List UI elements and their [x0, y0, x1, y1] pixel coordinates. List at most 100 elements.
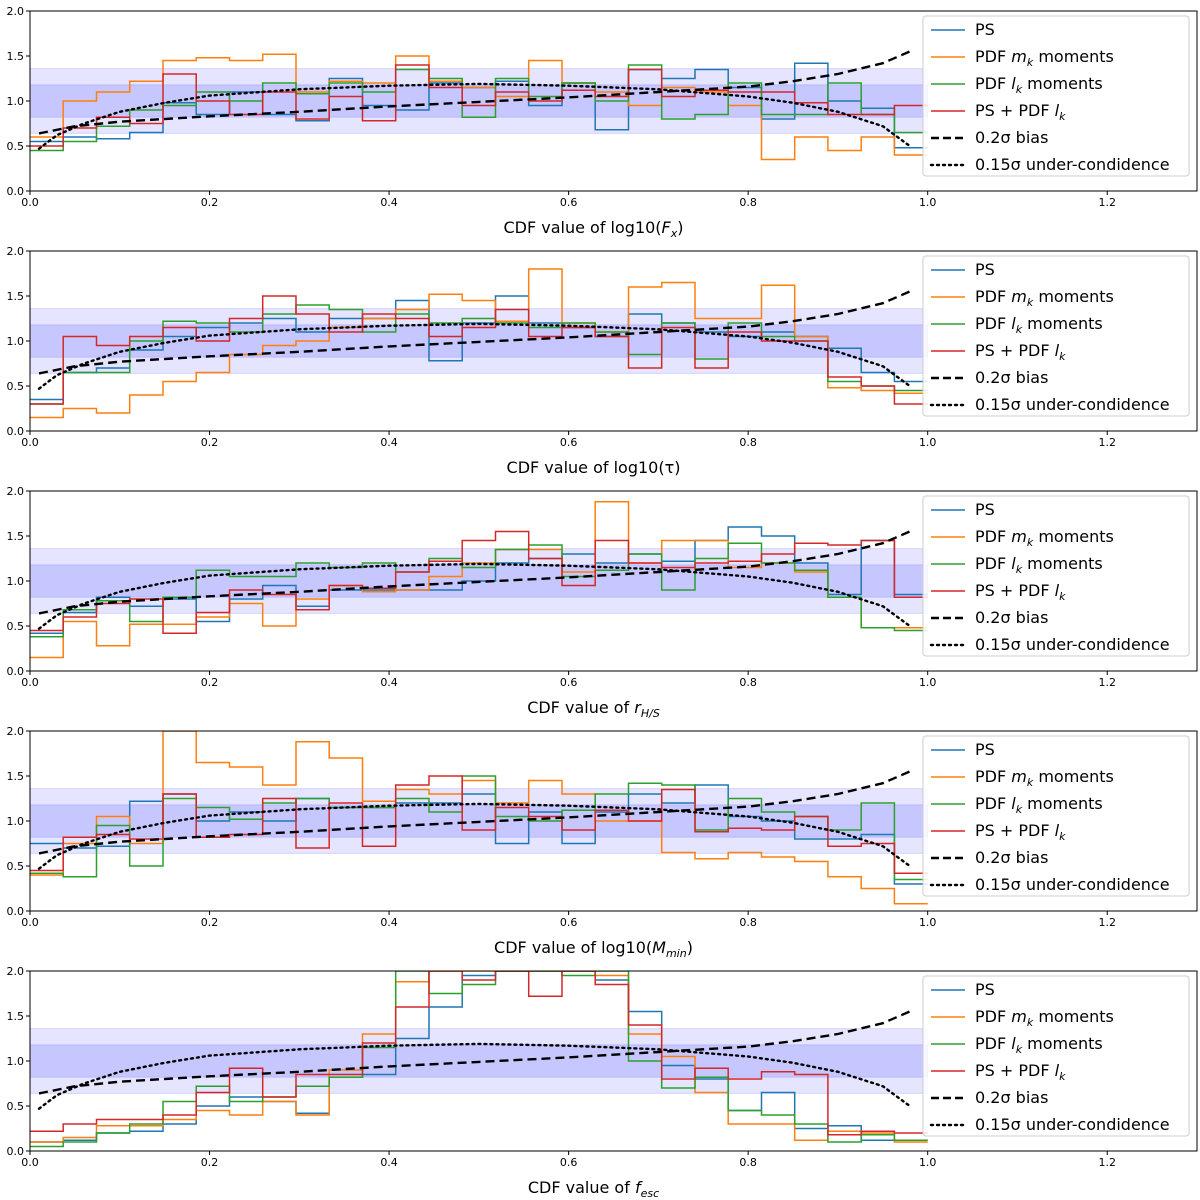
histogram-pdf-lk	[30, 971, 928, 1148]
histogram-ps-pdf-lk	[30, 971, 928, 1136]
x-tick-label: 0.8	[739, 196, 757, 209]
x-tick-label: 1.0	[919, 916, 937, 929]
y-tick-label: 0.5	[7, 860, 25, 873]
legend-label: PDF lk moments	[975, 554, 1103, 576]
x-tick-label: 0.8	[739, 676, 757, 689]
legend-label: PS	[975, 980, 995, 999]
legend-label: 0.2σ bias	[975, 128, 1048, 147]
plot-area	[30, 50, 928, 161]
panel-4: 0.0 0.2 0.4 0.6 0.8 1.0 1.2 0.0 0.5 1.0 1.5 2.0 CDF …	[7, 725, 1198, 960]
legend: PS PDF mk moments PDF lk moments PS + PDF l…	[922, 255, 1190, 417]
plot-area	[30, 268, 928, 419]
legend-label: PDF lk moments	[975, 794, 1103, 816]
legend-label: PS + PDF lk	[975, 1061, 1066, 1083]
x-tick-label: 0.2	[201, 1156, 219, 1169]
legend-box	[922, 495, 1190, 657]
legend-label: PDF mk moments	[975, 527, 1114, 549]
x-axis-label: CDF value of fesc	[528, 1178, 659, 1200]
y-tick-label: 0.0	[7, 185, 25, 198]
panel-2: 0.0 0.2 0.4 0.6 0.8 1.0 1.2 0.0 0.5 1.0 1.5 2.0 CDF …	[7, 245, 1198, 477]
x-tick-label: 0.4	[380, 676, 398, 689]
y-tick-label: 2.0	[7, 5, 25, 18]
histogram-ps-pdf-lk	[30, 530, 928, 634]
legend-label: PDF lk moments	[975, 74, 1103, 96]
x-tick-label: 0.4	[380, 916, 398, 929]
legend-box	[922, 15, 1190, 177]
y-tick-label: 1.5	[7, 1010, 25, 1023]
legend-label: PS	[975, 20, 995, 39]
y-tick-label: 1.5	[7, 50, 25, 63]
x-tick-label: 0.2	[201, 916, 219, 929]
legend-label: 0.2σ bias	[975, 368, 1048, 387]
legend-box	[922, 975, 1190, 1137]
x-tick-label: 1.2	[1098, 916, 1116, 929]
histogram-ps-pdf-lk	[30, 64, 928, 147]
histogram-ps-pdf-lk	[30, 295, 928, 405]
x-tick-label: 1.2	[1098, 436, 1116, 449]
legend-label: PDF mk moments	[975, 287, 1114, 309]
legend-label: 0.2σ bias	[975, 608, 1048, 627]
x-axis-label: CDF value of log10(τ)	[507, 458, 681, 477]
x-tick-label: 0.8	[739, 916, 757, 929]
legend-label: PDF lk moments	[975, 314, 1103, 336]
y-tick-label: 1.0	[7, 1055, 25, 1068]
y-tick-label: 0.5	[7, 620, 25, 633]
legend-label: PS	[975, 740, 995, 759]
y-tick-label: 0.0	[7, 1145, 25, 1158]
x-tick-label: 0.0	[21, 436, 39, 449]
legend: PS PDF mk moments PDF lk moments PS + PDF l…	[922, 495, 1190, 657]
x-tick-label: 0.6	[560, 436, 578, 449]
y-tick-label: 1.0	[7, 335, 25, 348]
plot-area	[30, 501, 928, 659]
legend-label: 0.2σ bias	[975, 848, 1048, 867]
y-tick-label: 0.0	[7, 425, 25, 438]
histogram-pdf-mk	[30, 971, 928, 1143]
y-tick-label: 0.5	[7, 140, 25, 153]
legend: PS PDF mk moments PDF lk moments PS + PDF l…	[922, 15, 1190, 177]
plot-area	[30, 971, 928, 1148]
y-tick-label: 2.0	[7, 485, 25, 498]
x-tick-label: 0.6	[560, 676, 578, 689]
y-tick-label: 1.5	[7, 770, 25, 783]
legend-label: PDF lk moments	[975, 1034, 1103, 1056]
legend-label: PDF mk moments	[975, 1007, 1114, 1029]
legend-label: 0.2σ bias	[975, 1088, 1048, 1107]
y-tick-label: 1.0	[7, 575, 25, 588]
legend-label: PDF mk moments	[975, 47, 1114, 69]
legend-label: PS + PDF lk	[975, 341, 1066, 363]
y-tick-label: 1.5	[7, 290, 25, 303]
panel-3: 0.0 0.2 0.4 0.6 0.8 1.0 1.2 0.0 0.5 1.0 1.5 2.0 CDF …	[7, 485, 1198, 720]
x-tick-label: 1.0	[919, 676, 937, 689]
x-tick-label: 1.2	[1098, 1156, 1116, 1169]
legend-label: PS + PDF lk	[975, 821, 1066, 843]
x-tick-label: 0.6	[560, 916, 578, 929]
legend-label: PS	[975, 260, 995, 279]
x-tick-label: 1.0	[919, 436, 937, 449]
panel-5: 0.0 0.2 0.4 0.6 0.8 1.0 1.2 0.0 0.5 1.0 1.5 2.0 CDF …	[7, 965, 1198, 1200]
x-tick-label: 0.8	[739, 436, 757, 449]
y-tick-label: 2.0	[7, 725, 25, 738]
plot-area	[30, 731, 928, 905]
x-tick-label: 0.0	[21, 676, 39, 689]
underconfidence-curve	[37, 1042, 911, 1110]
x-tick-label: 0.0	[21, 196, 39, 209]
x-tick-label: 1.0	[919, 1156, 937, 1169]
x-tick-label: 0.2	[201, 676, 219, 689]
x-tick-label: 0.2	[201, 436, 219, 449]
legend: PS PDF mk moments PDF lk moments PS + PDF l…	[922, 975, 1190, 1137]
legend-label: PS + PDF lk	[975, 101, 1066, 123]
x-axis-label: CDF value of log10(Fx)	[503, 218, 683, 240]
x-tick-label: 0.6	[560, 196, 578, 209]
y-tick-label: 2.0	[7, 965, 25, 978]
y-tick-label: 1.0	[7, 815, 25, 828]
x-tick-label: 0.2	[201, 196, 219, 209]
histogram-ps	[30, 971, 928, 1143]
x-tick-label: 1.2	[1098, 196, 1116, 209]
x-axis-label: CDF value of rH/S	[527, 698, 660, 720]
y-tick-label: 0.0	[7, 665, 25, 678]
histogram-pdf-mk	[30, 53, 928, 161]
histogram-ps-pdf-lk	[30, 775, 928, 874]
underconfidence-curve	[37, 82, 911, 150]
y-tick-label: 2.0	[7, 245, 25, 258]
